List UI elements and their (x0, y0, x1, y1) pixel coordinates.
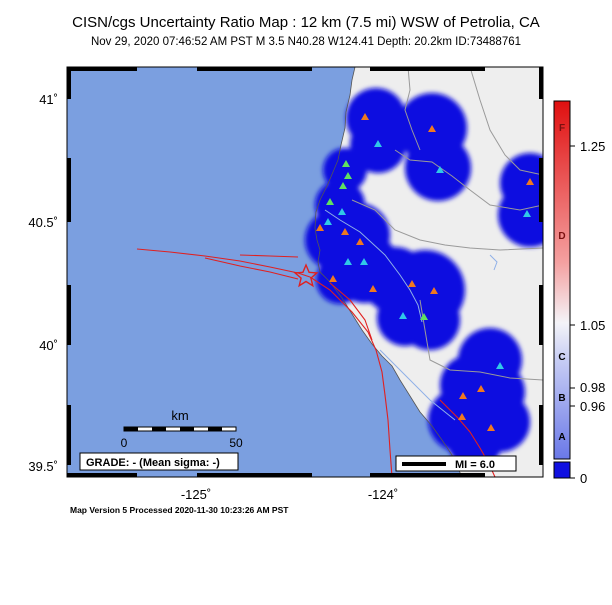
lat-label: 41˚ (39, 92, 58, 107)
triangle-icon (338, 208, 346, 215)
triangle-icon (344, 172, 352, 179)
triangle-icon (324, 218, 332, 225)
lon-label: -124˚ (368, 487, 398, 502)
rivers (324, 209, 498, 421)
latitude-labels: 41˚ 40.5˚ 40˚ 39.5˚ (28, 92, 58, 474)
grade-letter: B (558, 393, 565, 404)
scale-min: 0 (121, 436, 128, 450)
map-area: km 0 50 GRADE: - (Mean sigma: -) MI = 6.… (67, 67, 543, 477)
triangle-icon (458, 413, 466, 420)
triangle-icon (526, 178, 534, 185)
lon-label: -125˚ (181, 487, 211, 502)
stations (316, 113, 534, 431)
map-version: Map Version 5 Processed 2020-11-30 10:23… (70, 505, 289, 515)
triangle-icon (523, 210, 531, 217)
colorbar-value: 1.05 (580, 318, 605, 333)
longitude-labels: -125˚ -124˚ (181, 487, 398, 502)
triangle-icon (316, 224, 324, 231)
colorbar-value: 0.96 (580, 399, 605, 414)
star-icon (293, 263, 319, 288)
triangle-icon (360, 258, 368, 265)
triangle-icon (408, 280, 416, 287)
mi-legend: MI = 6.0 (395, 455, 517, 472)
scale-max: 50 (229, 436, 243, 450)
triangle-icon (369, 285, 377, 292)
triangle-icon (477, 385, 485, 392)
triangle-icon (430, 287, 438, 294)
triangle-icon (374, 140, 382, 147)
triangle-icon (326, 198, 334, 205)
triangle-icon (341, 228, 349, 235)
event-info: Nov 29, 2020 07:46:52 AM PST M 3.5 N40.2… (90, 36, 522, 48)
triangle-icon (459, 392, 467, 399)
map-title: CISN/cgs Uncertainty Ratio Map : 12 km (… (72, 14, 540, 31)
lat-label: 40.5˚ (28, 215, 58, 230)
grade-box: GRADE: - (Mean sigma: -) (79, 452, 239, 471)
lat-label: 39.5˚ (28, 459, 58, 474)
grade-label: GRADE: - (Mean sigma: -) (86, 457, 220, 469)
lat-label: 40˚ (39, 338, 58, 353)
colorbar-zero-swatch (553, 461, 571, 479)
map-frame (66, 66, 544, 478)
triangle-icon (399, 312, 407, 319)
triangle-icon (487, 424, 495, 431)
triangle-icon (356, 238, 364, 245)
mi-label: MI = 6.0 (455, 459, 495, 471)
county-lines (351, 67, 543, 381)
triangle-icon (344, 258, 352, 265)
scale-bar: km 0 50 (121, 408, 243, 450)
triangle-icon (420, 313, 428, 320)
triangle-icon (496, 362, 504, 369)
colorbar-value: 0.98 (580, 380, 605, 395)
triangle-icon (361, 113, 369, 120)
triangle-icon (436, 166, 444, 173)
triangle-icon (339, 182, 347, 189)
coastline (314, 67, 463, 477)
triangle-icon (342, 160, 350, 167)
grade-letter: D (558, 231, 565, 242)
colorbar-value: 1.25 (580, 139, 605, 154)
colorbar-value: 0 (580, 471, 587, 486)
triangle-icon (329, 275, 337, 282)
grade-letter: F (559, 123, 565, 134)
scale-unit: km (171, 408, 188, 423)
grade-letter: A (558, 432, 565, 443)
triangle-icon (428, 125, 436, 132)
grade-letter: C (558, 352, 565, 363)
colorbar: 1.25 1.05 0.98 0.96 0 F D C B A (553, 100, 605, 486)
